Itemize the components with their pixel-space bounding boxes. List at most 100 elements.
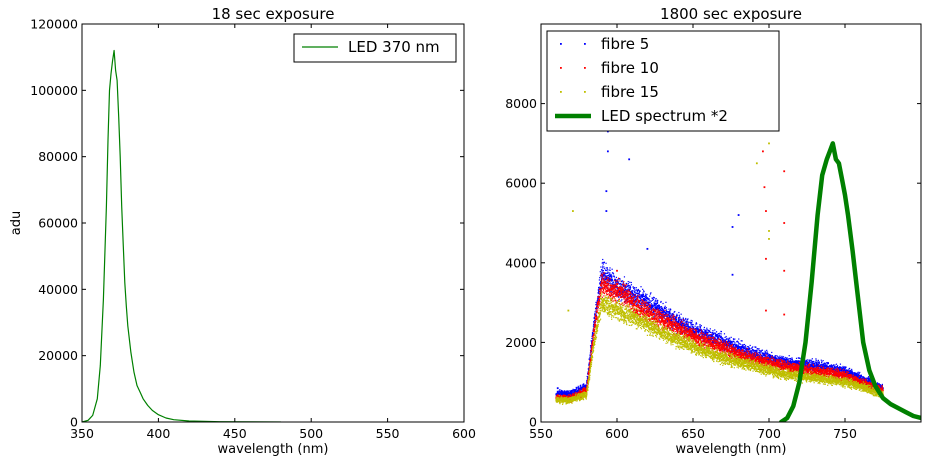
data-point-fibre-5 xyxy=(658,305,660,307)
data-point-fibre-5 xyxy=(585,386,588,388)
data-point-fibre-5 xyxy=(677,329,679,331)
data-point-fibre-5 xyxy=(850,371,852,373)
data-point-fibre-5 xyxy=(641,294,644,296)
data-point-fibre-5 xyxy=(653,311,655,313)
data-point-fibre-10 xyxy=(597,296,599,298)
data-point-fibre-5 xyxy=(643,304,646,306)
data-point-fibre-5 xyxy=(709,328,711,330)
data-point-fibre-10 xyxy=(596,318,598,320)
data-point-fibre-5 xyxy=(791,357,793,359)
data-point-fibre-5 xyxy=(740,340,742,342)
data-point-fibre-10 xyxy=(595,315,597,317)
data-point-fibre-5 xyxy=(678,316,680,319)
data-point-fibre-5 xyxy=(559,389,561,391)
data-point-fibre-10 xyxy=(579,391,581,393)
data-point-fibre-5 xyxy=(598,288,600,290)
data-point-fibre-5 xyxy=(590,351,592,353)
data-point-fibre-5 xyxy=(658,304,660,306)
data-point-fibre-5 xyxy=(826,366,828,368)
data-point-fibre-5 xyxy=(729,343,731,345)
data-point-fibre-5 xyxy=(836,370,838,373)
data-point-fibre-5 xyxy=(608,277,610,279)
data-point-fibre-5 xyxy=(737,348,739,350)
data-point-fibre-10 xyxy=(600,284,602,286)
data-point-fibre-5 xyxy=(614,278,616,280)
data-point-fibre-5 xyxy=(598,299,601,301)
data-point-fibre-5 xyxy=(687,324,689,326)
data-point-fibre-5 xyxy=(729,342,731,344)
data-point-fibre-5 xyxy=(706,327,708,329)
data-point-fibre-5 xyxy=(756,351,758,353)
data-point-fibre-5 xyxy=(671,313,673,315)
data-point-fibre-5 xyxy=(797,361,800,363)
data-point-fibre-5 xyxy=(732,349,734,351)
data-point-fibre-5 xyxy=(645,295,647,297)
data-point-fibre-5 xyxy=(679,323,681,326)
data-point-fibre-10 xyxy=(768,362,770,364)
data-point-fibre-10 xyxy=(594,323,596,325)
data-point-fibre-5 xyxy=(713,332,716,334)
data-point-fibre-5 xyxy=(657,307,659,309)
data-point-fibre-5 xyxy=(726,343,728,345)
data-point-fibre-5 xyxy=(762,355,764,357)
data-point-fibre-5 xyxy=(812,370,815,372)
data-point-fibre-5 xyxy=(609,267,611,269)
data-point-fibre-5 xyxy=(593,323,595,325)
data-point-fibre-5 xyxy=(658,319,660,321)
data-point-fibre-5 xyxy=(871,386,873,389)
data-point-fibre-10 xyxy=(598,296,601,299)
data-point-fibre-5 xyxy=(685,323,687,325)
data-point-fibre-5 xyxy=(568,394,570,397)
data-point-fibre-5 xyxy=(657,305,659,307)
data-point-fibre-5 xyxy=(645,295,647,297)
data-point-fibre-10 xyxy=(596,316,598,318)
data-point-fibre-5 xyxy=(791,358,793,361)
data-point-fibre-5 xyxy=(665,309,668,311)
data-point-fibre-5 xyxy=(775,359,777,362)
data-point-fibre-10 xyxy=(594,325,596,327)
data-point-fibre-5 xyxy=(796,361,798,363)
data-point-fibre-5 xyxy=(609,269,611,271)
data-point-fibre-5 xyxy=(806,365,809,367)
data-point-fibre-5 xyxy=(838,366,840,369)
data-point-fibre-5 xyxy=(809,365,811,367)
data-point-fibre-5 xyxy=(722,339,725,341)
data-point-fibre-5 xyxy=(558,390,560,392)
data-point-fibre-10 xyxy=(572,393,575,395)
data-point-fibre-5 xyxy=(677,322,680,324)
data-point-fibre-5 xyxy=(607,289,610,291)
data-point-fibre-5 xyxy=(638,292,640,294)
data-point-fibre-5 xyxy=(743,347,746,349)
data-point-fibre-5 xyxy=(714,334,717,336)
data-point-fibre-5 xyxy=(629,289,631,291)
data-point-fibre-5 xyxy=(560,389,562,392)
data-point-fibre-5 xyxy=(683,320,685,322)
data-point-fibre-5 xyxy=(640,294,642,296)
data-point-fibre-5 xyxy=(747,348,749,351)
data-point-fibre-5 xyxy=(736,349,738,351)
data-point-fibre-5 xyxy=(856,373,858,375)
data-point-fibre-5 xyxy=(662,309,665,311)
data-point-fibre-5 xyxy=(754,346,756,348)
data-point-fibre-5 xyxy=(642,300,644,303)
data-point-fibre-5 xyxy=(574,392,577,394)
data-point-fibre-5 xyxy=(681,324,683,326)
data-point-fibre-5 xyxy=(732,340,734,343)
data-point-fibre-5 xyxy=(856,376,858,378)
data-point-fibre-5 xyxy=(870,381,872,383)
data-point-fibre-5 xyxy=(785,360,787,362)
data-point-fibre-5 xyxy=(834,367,837,369)
data-point-fibre-10 xyxy=(592,339,595,341)
data-point-fibre-5 xyxy=(634,297,636,299)
data-point-fibre-5 xyxy=(660,308,662,310)
data-point-fibre-5 xyxy=(761,352,763,354)
data-point-fibre-5 xyxy=(848,371,850,374)
data-point-fibre-10 xyxy=(599,293,602,295)
data-point-fibre-5 xyxy=(846,369,849,371)
data-point-fibre-5 xyxy=(622,291,624,293)
data-point-fibre-5 xyxy=(694,327,697,330)
data-point-fibre-5 xyxy=(844,366,846,368)
data-point-fibre-5 xyxy=(620,295,622,298)
data-point-fibre-5 xyxy=(630,281,632,284)
data-point-fibre-5 xyxy=(826,366,828,369)
